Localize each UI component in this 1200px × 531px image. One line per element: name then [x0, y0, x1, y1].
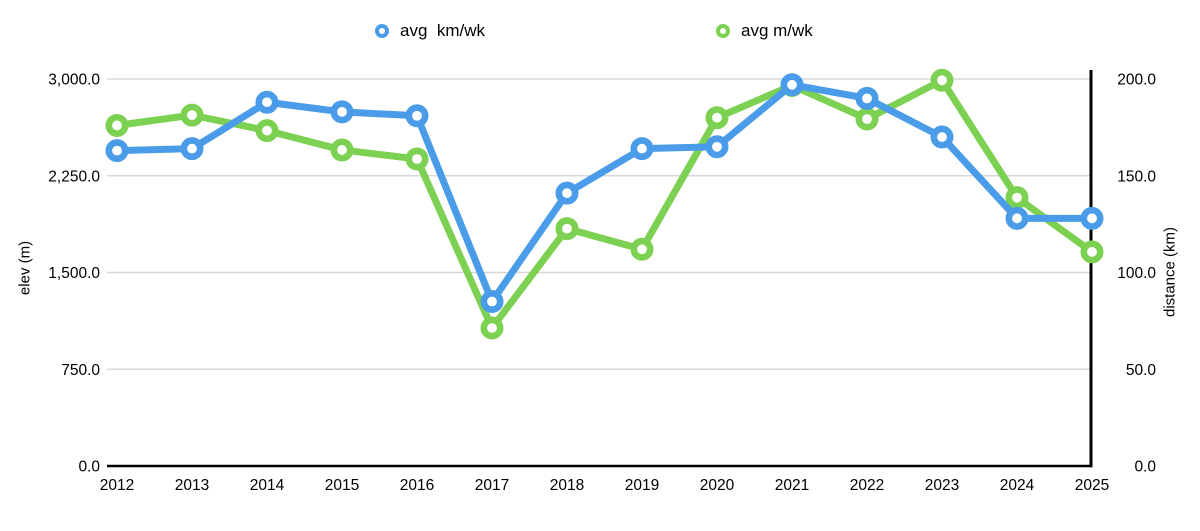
x-axis-tick-label: 2022: [850, 477, 884, 494]
data-point-marker: [480, 290, 504, 314]
data-point-marker: [630, 137, 654, 161]
data-point-marker: [480, 316, 504, 340]
right-axis-title: distance (km): [1161, 226, 1179, 318]
data-point-marker: [405, 147, 429, 171]
x-axis-tick-label: 2018: [550, 477, 584, 494]
x-axis-tick-label: 2023: [925, 477, 959, 494]
data-point-marker: [855, 86, 879, 110]
data-point-marker: [1005, 206, 1029, 230]
x-axis-tick-label: 2013: [175, 477, 209, 494]
data-point-marker: [705, 135, 729, 159]
data-point-marker: [555, 181, 579, 205]
legend-marker-icon: [375, 24, 389, 38]
x-axis-tick-label: 2016: [400, 477, 434, 494]
left-axis-title: elev (m): [16, 240, 34, 296]
right-axis-tick-label: 0.0: [1134, 459, 1156, 476]
data-point-marker: [555, 217, 579, 241]
data-point-marker: [405, 104, 429, 128]
legend-label: avg km/wk: [400, 21, 486, 40]
data-point-marker: [105, 139, 129, 163]
right-axis-tick-label: 150.0: [1117, 168, 1156, 185]
x-axis-tick-label: 2025: [1075, 477, 1109, 494]
data-point-marker: [705, 106, 729, 130]
x-axis-tick-label: 2019: [625, 477, 659, 494]
legend-item-avg-km-wk[interactable]: avg km/wk: [375, 21, 485, 41]
x-axis-tick-label: 2021: [775, 477, 809, 494]
data-point-marker: [330, 100, 354, 124]
data-point-marker: [255, 119, 279, 143]
right-axis-tick-label: 100.0: [1117, 265, 1156, 282]
left-axis-tick-label: 1,500.0: [48, 265, 100, 282]
data-point-marker: [630, 237, 654, 261]
legend-label: avg m/wk: [741, 21, 813, 40]
series-line-avg-km-wk: [113, 81, 1096, 306]
left-axis-tick-label: 750.0: [61, 362, 100, 379]
legend-item-avg-m-wk[interactable]: avg m/wk: [716, 21, 813, 41]
left-axis-tick-label: 3,000.0: [48, 72, 100, 89]
x-axis-tick-label: 2017: [475, 477, 509, 494]
x-axis-tick-label: 2014: [250, 477, 285, 494]
data-point-marker: [855, 107, 879, 131]
data-point-marker: [180, 137, 204, 161]
x-axis-tick-label: 2020: [700, 477, 735, 494]
data-point-marker: [780, 73, 804, 97]
data-point-marker: [330, 138, 354, 162]
data-point-marker: [1080, 240, 1104, 264]
left-axis-tick-label: 2,250.0: [48, 168, 100, 185]
data-point-marker: [1080, 206, 1104, 230]
right-axis-tick-label: 200.0: [1117, 72, 1156, 89]
x-axis-tick-label: 2012: [100, 477, 134, 494]
data-point-marker: [930, 68, 954, 92]
data-point-marker: [255, 90, 279, 114]
series-line-avg-m-wk: [113, 76, 1096, 332]
data-point-marker: [1005, 186, 1029, 210]
left-axis-tick-label: 0.0: [78, 459, 100, 476]
x-axis-tick-label: 2024: [1000, 477, 1035, 494]
legend-marker-icon: [716, 24, 730, 38]
data-point-marker: [105, 113, 129, 137]
data-point-marker: [180, 103, 204, 127]
data-point-marker: [930, 125, 954, 149]
right-axis-tick-label: 50.0: [1126, 362, 1157, 379]
x-axis-tick-label: 2015: [325, 477, 359, 494]
